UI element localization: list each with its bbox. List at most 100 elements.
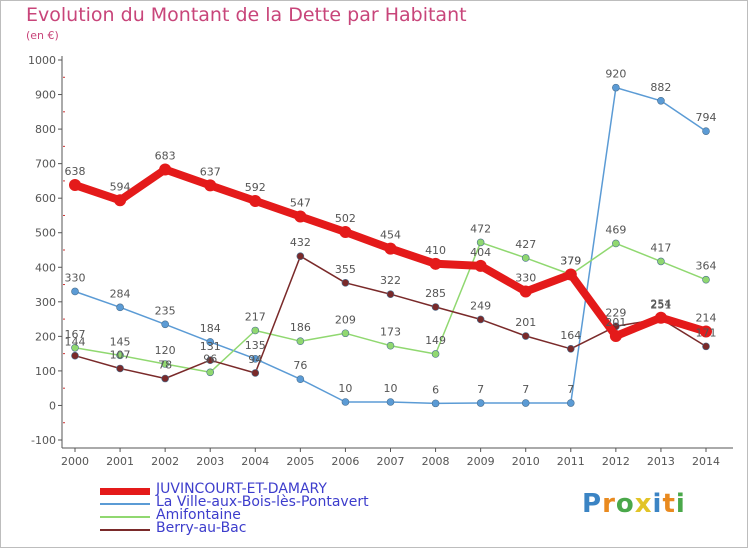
data-label: 254 xyxy=(650,298,671,311)
data-label: 379 xyxy=(560,255,581,268)
x-tick-label: 2003 xyxy=(196,455,224,468)
y-tick-label: 300 xyxy=(35,296,56,309)
data-label: 235 xyxy=(155,304,176,317)
data-label: 355 xyxy=(335,263,356,276)
data-point xyxy=(429,257,442,270)
data-label: 251 xyxy=(650,299,671,312)
data-point xyxy=(161,320,169,329)
data-point xyxy=(476,399,485,407)
legend-label: JUVINCOURT-ET-DAMARY xyxy=(156,481,327,497)
data-label: 6 xyxy=(432,383,439,396)
data-point xyxy=(161,374,169,383)
x-tick-label: 2014 xyxy=(692,455,720,468)
data-point xyxy=(386,341,395,350)
data-point xyxy=(702,275,710,284)
data-point xyxy=(249,194,262,207)
y-tick-label: 200 xyxy=(35,330,56,343)
data-point xyxy=(521,399,530,407)
data-point xyxy=(431,399,440,408)
data-point xyxy=(116,351,124,360)
data-label: 472 xyxy=(470,222,491,235)
data-point xyxy=(657,96,665,105)
data-point xyxy=(251,326,260,335)
data-label: 186 xyxy=(290,321,311,334)
data-label: 78 xyxy=(158,359,172,372)
data-label: 209 xyxy=(335,313,356,326)
data-label: 7 xyxy=(567,383,574,396)
x-tick-label: 2006 xyxy=(331,455,359,468)
data-point xyxy=(431,350,440,358)
data-label: 432 xyxy=(290,236,311,249)
data-label: 201 xyxy=(605,316,626,329)
data-label: 217 xyxy=(245,310,266,323)
data-point xyxy=(476,238,485,247)
data-label: 149 xyxy=(425,334,446,347)
x-tick-label: 2002 xyxy=(151,455,179,468)
data-label: 469 xyxy=(605,223,626,236)
data-label: 107 xyxy=(110,348,131,361)
data-point xyxy=(341,279,350,287)
data-label: 594 xyxy=(110,180,131,193)
x-tick-label: 2000 xyxy=(61,455,89,468)
data-label: 322 xyxy=(380,274,401,287)
y-tick-label: 900 xyxy=(35,89,56,102)
data-label: 794 xyxy=(696,111,717,124)
legend-label: Amifontaine xyxy=(156,507,241,523)
y-tick-label: 600 xyxy=(35,192,56,205)
data-point xyxy=(71,351,79,360)
data-label: 404 xyxy=(470,246,491,259)
chart-subtitle: (en €) xyxy=(26,29,59,42)
data-label: 330 xyxy=(65,271,86,284)
x-tick-label: 2001 xyxy=(106,455,134,468)
legend-label: Berry-au-Bac xyxy=(156,520,247,536)
data-label: 427 xyxy=(515,238,536,251)
x-tick-label: 2008 xyxy=(422,455,450,468)
x-tick-label: 2013 xyxy=(647,455,675,468)
data-point xyxy=(657,257,665,266)
data-label: 364 xyxy=(696,260,717,273)
x-tick-label: 2012 xyxy=(602,455,630,468)
legend-swatch xyxy=(100,503,150,505)
y-tick-label: 1000 xyxy=(28,54,56,67)
data-point xyxy=(204,179,217,192)
data-point xyxy=(566,344,575,353)
data-label: 214 xyxy=(696,312,717,325)
y-tick-label: 400 xyxy=(35,261,56,274)
data-label: 502 xyxy=(335,212,356,225)
data-point xyxy=(251,369,260,377)
data-label: 920 xyxy=(605,68,626,81)
data-label: 120 xyxy=(155,344,176,357)
data-label: 592 xyxy=(245,181,266,194)
data-point xyxy=(612,239,620,248)
data-label: 330 xyxy=(515,271,536,284)
legend-label: La Ville-aux-Bois-lès-Pontavert xyxy=(156,494,369,510)
y-tick-label: 800 xyxy=(35,123,56,136)
data-point xyxy=(566,399,575,407)
y-tick-label: 0 xyxy=(49,399,56,412)
data-point xyxy=(69,179,81,192)
data-point xyxy=(612,83,620,92)
data-label: 144 xyxy=(65,336,86,349)
data-point xyxy=(341,329,350,338)
data-label: 164 xyxy=(560,329,581,342)
data-point xyxy=(296,337,305,346)
data-point xyxy=(206,356,215,365)
data-point xyxy=(296,375,305,384)
proxiti-logo: Proxiti xyxy=(582,489,686,519)
data-label: 173 xyxy=(380,326,401,339)
data-label: 454 xyxy=(380,229,401,242)
data-point xyxy=(521,254,530,262)
data-label: 547 xyxy=(290,196,311,209)
legend-swatch xyxy=(100,516,150,518)
data-label: 10 xyxy=(338,382,352,395)
data-label: 882 xyxy=(650,81,671,94)
data-point xyxy=(341,398,350,406)
data-point xyxy=(431,303,440,311)
data-label: 683 xyxy=(155,150,176,163)
data-label: 167 xyxy=(65,328,86,341)
x-tick-label: 2004 xyxy=(241,455,269,468)
data-label: 410 xyxy=(425,244,446,257)
data-label: 284 xyxy=(110,287,131,300)
